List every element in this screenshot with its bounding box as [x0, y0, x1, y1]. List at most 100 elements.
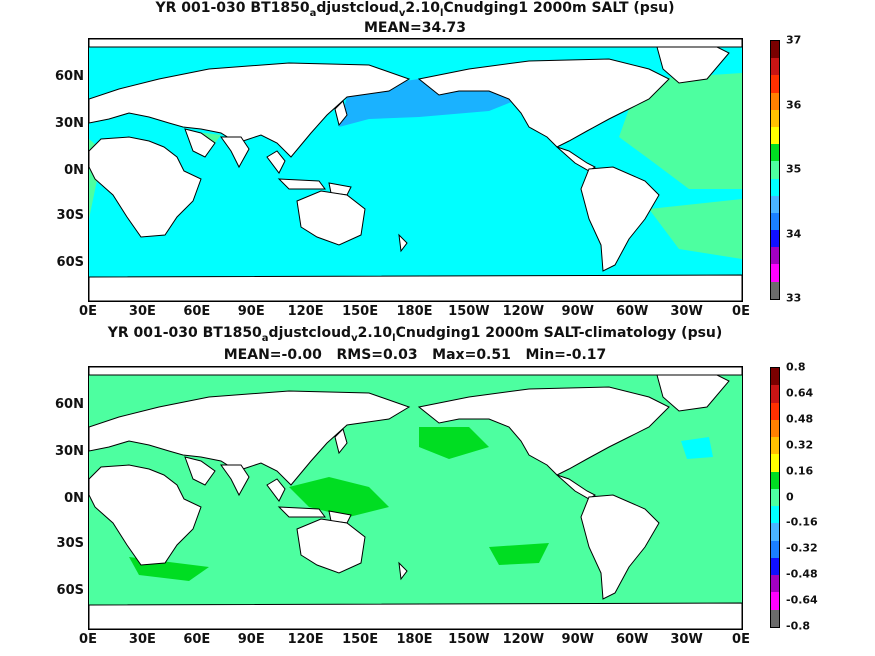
colorbar-swatch	[771, 575, 779, 593]
colorbar-swatch	[771, 609, 779, 627]
ocean-anomaly-patch	[649, 199, 742, 259]
land-mass	[334, 100, 348, 127]
colorbar-swatch	[771, 144, 779, 162]
land-mass	[277, 506, 326, 518]
land-mass	[184, 128, 216, 158]
colorbar-swatch	[771, 437, 779, 455]
y-tick-label: 30S	[56, 208, 84, 223]
title-text: Cnudging1 2000m SALT (psu)	[443, 0, 675, 16]
x-tick-label: 120W	[502, 632, 545, 647]
panel-1-stats: MEAN=34.73	[363, 20, 467, 36]
x-tick-label: 30W	[670, 304, 703, 319]
land-mass	[580, 494, 660, 600]
ocean-anomaly-patch	[619, 73, 742, 189]
x-tick-label: 120W	[502, 304, 545, 319]
x-tick-label: 90W	[561, 632, 594, 647]
x-tick-label: 150W	[448, 632, 490, 647]
colorbar-tick-label: -0.64	[786, 593, 818, 607]
land-mass	[334, 428, 348, 455]
x-tick-label: 120E	[287, 304, 324, 319]
map-canvas	[89, 367, 742, 629]
land-mass	[277, 178, 326, 190]
colorbar-swatch	[771, 402, 779, 420]
land-mass	[556, 146, 596, 172]
colorbar-tick-label: -0.48	[786, 567, 818, 581]
map-canvas	[89, 39, 742, 301]
x-tick-label: 90E	[237, 632, 265, 647]
ocean-anomaly-patch	[489, 543, 549, 565]
y-tick-label: 60N	[55, 397, 84, 412]
title-text: 2.10	[357, 325, 393, 341]
colorbar-swatch	[771, 247, 779, 265]
colorbar-tick-label: 0.48	[786, 412, 814, 426]
x-tick-label: 90E	[237, 304, 265, 319]
colorbar-swatch	[771, 41, 779, 59]
land-mass	[398, 561, 408, 581]
colorbar-tick-label: 33	[786, 291, 802, 305]
title-text: djustcloud	[316, 0, 399, 16]
x-tick-label: 30E	[128, 632, 156, 647]
land-mass	[556, 474, 596, 500]
title-sub: v	[398, 7, 406, 19]
colorbar-swatch	[771, 212, 779, 231]
land-mass	[89, 39, 742, 48]
x-tick-label: 60W	[615, 632, 649, 647]
land-mass	[417, 386, 670, 476]
land-mass	[398, 233, 408, 253]
panel-2-title: YR 001-030 BT1850adjustcloudv2.10lCnudgi…	[0, 325, 830, 344]
y-tick-label: 60N	[55, 69, 84, 84]
colorbar-swatch	[771, 281, 779, 299]
colorbar-swatch	[771, 385, 779, 403]
y-tick-label: 30N	[55, 444, 84, 459]
x-tick-label: 30W	[670, 632, 703, 647]
y-tick-label: 30S	[56, 536, 84, 551]
colorbar-swatch	[771, 75, 779, 93]
colorbar-swatch	[771, 178, 779, 196]
colorbar-swatch	[771, 58, 779, 76]
x-tick-label: 60W	[615, 304, 649, 319]
colorbar-tick-label: 0.32	[786, 438, 814, 452]
colorbar-swatch	[771, 161, 779, 179]
x-tick-label: 150E	[342, 304, 379, 319]
land-mass	[580, 166, 660, 272]
colorbar-tick-label: 35	[786, 162, 802, 176]
colorbar-tick-label: -0.8	[786, 619, 811, 633]
colorbar-swatch	[771, 523, 779, 541]
colorbar-tick-label: 0	[786, 490, 794, 503]
land-mass	[89, 464, 202, 566]
colorbar-tick-label: -0.32	[786, 541, 818, 555]
colorbar-swatch	[771, 488, 779, 507]
x-tick-label: 60E	[183, 304, 211, 319]
panel-2-stats: MEAN=-0.00 RMS=0.03 Max=0.51 Min=-0.17	[223, 347, 607, 363]
y-tick-label: 0N	[64, 163, 84, 178]
colorbar-tick-label: 34	[786, 227, 802, 240]
title-sub: a	[309, 7, 317, 19]
colorbar-tick-label: 0.16	[786, 464, 814, 478]
x-tick-label: 0E	[732, 632, 750, 647]
colorbar-swatch	[771, 230, 779, 248]
colorbar-tick-label: -0.16	[786, 515, 818, 529]
y-tick-label: 0N	[64, 491, 84, 506]
land-mass	[266, 478, 286, 502]
colorbar-tick-label: 0.64	[786, 386, 814, 400]
colorbar-swatch	[771, 506, 779, 524]
ocean-anomaly-patch	[681, 437, 713, 459]
land-mass	[89, 274, 742, 301]
land-mass	[89, 602, 742, 629]
x-tick-label: 150E	[342, 632, 379, 647]
colorbar-swatch	[771, 592, 779, 610]
colorbar-tick-label: 36	[786, 98, 802, 111]
panel-1-colorbar	[770, 40, 780, 300]
x-tick-label: 30E	[128, 304, 156, 319]
y-tick-label: 60S	[56, 583, 84, 598]
land-mass	[296, 190, 366, 246]
title-sub: l	[439, 7, 444, 19]
colorbar-tick-label: 37	[786, 33, 802, 47]
land-mass	[89, 136, 202, 238]
title-text: 2.10	[405, 0, 440, 16]
x-tick-label: 150W	[448, 304, 490, 319]
x-tick-label: 180E	[396, 304, 433, 319]
x-tick-label: 0E	[79, 304, 97, 319]
land-mass	[89, 390, 411, 486]
x-tick-label: 0E	[79, 632, 97, 647]
